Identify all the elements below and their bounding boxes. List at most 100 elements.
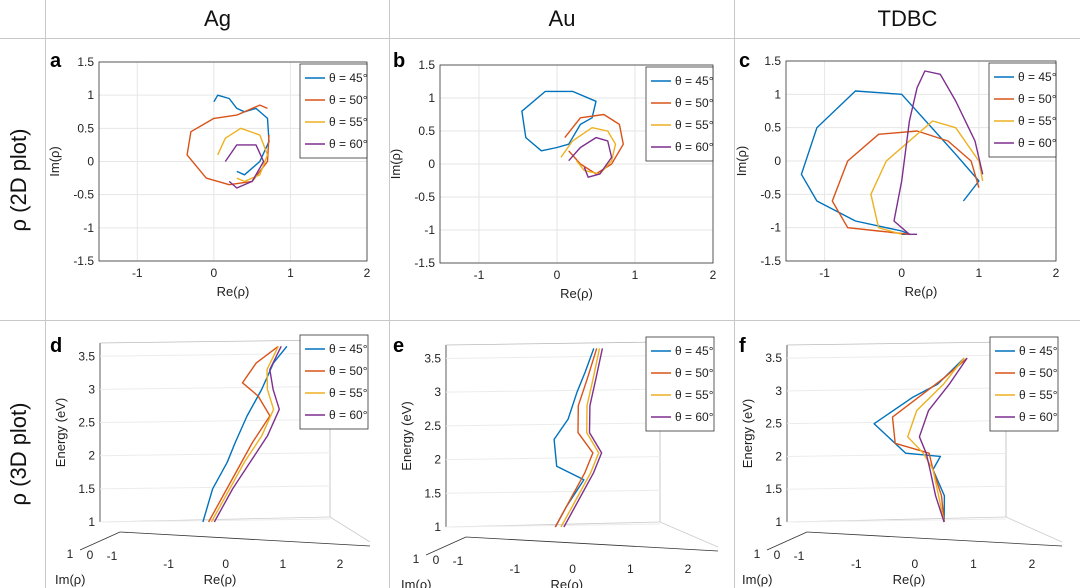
- x-tick-label: 1: [287, 266, 294, 280]
- column-header-tdbc: TDBC: [877, 6, 938, 31]
- y-tick-label: 1.5: [77, 55, 94, 69]
- y-tick-label: 1: [413, 552, 420, 566]
- panel-letter: d: [50, 335, 62, 357]
- x-tick-label: 0: [569, 562, 576, 576]
- x-axis-label: Re(ρ): [217, 284, 250, 299]
- back-edge: [786, 341, 1007, 346]
- series-line-2: [554, 348, 598, 528]
- series-line-4: [213, 345, 282, 523]
- z-tick-label: 3: [434, 385, 441, 399]
- gridline: [786, 452, 1007, 457]
- legend-box: [299, 334, 369, 430]
- legend-entry: θ = 50°: [675, 366, 714, 380]
- x-tick-label: 2: [685, 562, 692, 576]
- y-tick-label: 0: [433, 553, 440, 567]
- y-tick-label: -0.5: [760, 187, 781, 201]
- gridline: [786, 485, 1007, 490]
- gridline: [445, 422, 661, 427]
- gridline: [445, 456, 661, 461]
- floor-edge: [329, 516, 371, 543]
- back-edge: [445, 341, 661, 346]
- x-axis: [119, 531, 371, 547]
- divider: [389, 0, 390, 588]
- y-axis: [425, 536, 467, 556]
- chart-panel-c: -1 0 1 2 -1.5 -1 -0.5 0 0.5 1 1.5 Re(ρ) Im(ρ) c θ = 45…: [734, 50, 1060, 299]
- y-tick-label: 1: [754, 547, 761, 561]
- gridline: [445, 388, 661, 393]
- legend-entry: θ = 45°: [1019, 344, 1058, 358]
- series-line-4: [568, 136, 613, 178]
- gridline: [445, 523, 661, 528]
- legend-entry: θ = 45°: [1018, 70, 1057, 84]
- y-tick-label: -1: [770, 221, 781, 235]
- z-tick-label: 3.5: [424, 351, 441, 365]
- x-tick-label: 2: [1029, 557, 1036, 571]
- column-header-ag: Ag: [204, 6, 231, 31]
- z-tick-label: 2.5: [424, 419, 441, 433]
- series-line-1: [553, 348, 595, 528]
- series-line-3: [217, 127, 269, 183]
- series-line-3: [560, 348, 601, 528]
- axes-box: [785, 60, 1057, 262]
- legend-entry: θ = 55°: [1019, 388, 1058, 402]
- legend-entry: θ = 45°: [675, 74, 714, 88]
- y-tick-label: -1: [453, 554, 464, 568]
- series-line-4: [918, 357, 968, 523]
- legend-entry: θ = 55°: [675, 388, 714, 402]
- gridline: [786, 518, 1007, 523]
- x-axis-label: Re(ρ): [905, 284, 938, 299]
- series-line-4: [563, 348, 604, 528]
- series-line-2: [831, 130, 980, 235]
- axes-box: [98, 61, 368, 262]
- gridline: [99, 385, 331, 390]
- x-tick-label: -1: [851, 557, 862, 571]
- panel-letter: f: [739, 335, 746, 357]
- x-tick-label: -1: [510, 562, 521, 576]
- y-axis-label: Im(ρ): [47, 146, 62, 177]
- x-axis-label: Re(ρ): [893, 572, 926, 587]
- divider: [734, 0, 735, 588]
- legend-entry: θ = 50°: [675, 96, 714, 110]
- y-axis-label: Im(ρ): [742, 572, 773, 587]
- series-line-1: [800, 90, 980, 236]
- legend-entry: θ = 50°: [1019, 366, 1058, 380]
- y-tick-label: 1.5: [764, 54, 781, 68]
- y-tick-label: 0.5: [418, 124, 435, 138]
- legend-entry: θ = 45°: [675, 344, 714, 358]
- series-line-4: [224, 144, 265, 189]
- series-line-3: [560, 126, 617, 175]
- panel-letter: e: [393, 335, 404, 357]
- z-axis-label: Energy (eV): [53, 398, 68, 467]
- axes-box: [439, 64, 714, 264]
- x-tick-label: 2: [337, 557, 344, 571]
- series-line-3: [870, 120, 984, 235]
- x-tick-label: -1: [163, 557, 174, 571]
- legend-entry: θ = 60°: [329, 137, 368, 151]
- series-line-3: [210, 345, 279, 523]
- legend-box: [989, 336, 1059, 432]
- y-tick-label: -1.5: [414, 256, 435, 270]
- y-tick-label: -1: [83, 221, 94, 235]
- z-tick-label: 1: [434, 520, 441, 534]
- y-tick-label: -0.5: [414, 190, 435, 204]
- gridline: [99, 419, 331, 424]
- y-tick-label: 0.5: [77, 121, 94, 135]
- y-tick-label: 1: [67, 547, 74, 561]
- gridline: [99, 452, 331, 457]
- panel-letter: a: [50, 50, 62, 72]
- chart-panel-e: -1 0 1 21 0 -111.522.533.5Re(ρ)Im(ρ)Energy (e…: [393, 335, 719, 588]
- x-tick-label: 1: [970, 557, 977, 571]
- divider: [0, 38, 1080, 39]
- y-axis: [79, 531, 121, 551]
- z-axis-label: Energy (eV): [399, 401, 414, 470]
- x-tick-label: 0: [912, 557, 919, 571]
- series-line-1: [202, 345, 288, 523]
- x-axis: [806, 531, 1063, 547]
- y-tick-label: -1: [794, 549, 805, 563]
- z-tick-label: 2: [775, 449, 782, 463]
- legend-entry: θ = 60°: [675, 410, 714, 424]
- legend-box: [645, 66, 714, 162]
- series-line-2: [564, 113, 624, 175]
- y-tick-label: -0.5: [73, 188, 94, 202]
- z-tick-label: 1: [88, 515, 95, 529]
